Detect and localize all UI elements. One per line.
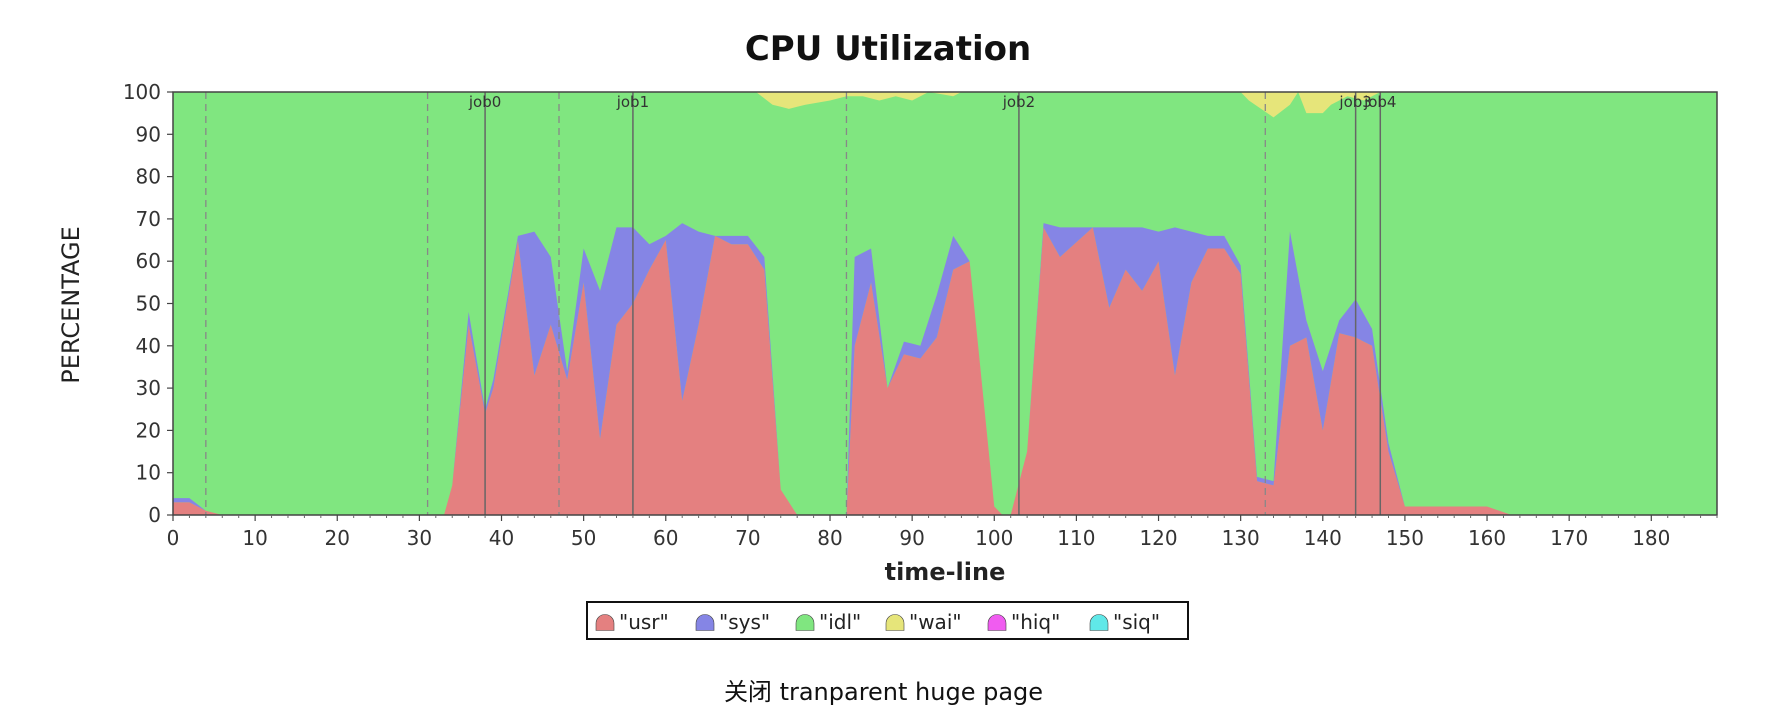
series-wai-area xyxy=(173,92,1717,118)
chart-title: CPU Utilization xyxy=(745,29,1031,69)
x-tick-label-130: 130 xyxy=(1222,526,1260,550)
x-tick-label-50: 50 xyxy=(571,526,596,550)
y-tick-label-100: 100 xyxy=(123,80,161,104)
legend-swatch-usr xyxy=(595,614,615,631)
x-tick-label-20: 20 xyxy=(325,526,350,550)
x-tick-label-60: 60 xyxy=(653,526,678,550)
x-tick-label-120: 120 xyxy=(1139,526,1177,550)
legend-label-wai: "wai" xyxy=(909,610,962,634)
legend-swatch-sys xyxy=(695,614,715,631)
legend-label-siq: "siq" xyxy=(1113,610,1160,634)
legend-swatch-wai xyxy=(885,614,905,631)
x-tick-label-40: 40 xyxy=(489,526,514,550)
x-tick-label-110: 110 xyxy=(1057,526,1095,550)
y-tick-label-0: 0 xyxy=(148,503,161,527)
y-tick-label-80: 80 xyxy=(136,165,161,189)
legend-label-usr: "usr" xyxy=(619,610,669,634)
legend: "usr" "sys" "idl" "wai" "hiq" "siq" xyxy=(586,601,1189,640)
legend-swatch-siq xyxy=(1089,614,1109,631)
legend-swatch-idl xyxy=(795,614,815,631)
y-tick-label-90: 90 xyxy=(136,122,161,146)
series-sys-area xyxy=(173,223,1717,515)
x-tick-label-100: 100 xyxy=(975,526,1013,550)
x-tick-label-30: 30 xyxy=(407,526,432,550)
figure-caption: 关闭 tranparent huge page xyxy=(723,678,1044,706)
y-tick-label-20: 20 xyxy=(136,418,161,442)
x-axis-label: time-line xyxy=(885,558,1006,586)
legend-label-hiq: "hiq" xyxy=(1011,610,1060,634)
legend-label-sys: "sys" xyxy=(719,610,770,634)
legend-swatch-hiq xyxy=(987,614,1007,631)
x-tick-label-80: 80 xyxy=(817,526,842,550)
y-tick-label-60: 60 xyxy=(136,249,161,273)
y-tick-label-30: 30 xyxy=(136,376,161,400)
y-axis-label: PERCENTAGE xyxy=(57,226,85,384)
y-tick-label-10: 10 xyxy=(136,461,161,485)
job-marker-label-job0: job0 xyxy=(468,93,501,111)
job-marker-label-job2: job2 xyxy=(1002,93,1035,111)
y-tick-label-50: 50 xyxy=(136,292,161,316)
job-marker-label-job1: job1 xyxy=(616,93,649,111)
y-tick-label-70: 70 xyxy=(136,207,161,231)
y-tick-label-40: 40 xyxy=(136,334,161,358)
x-tick-label-0: 0 xyxy=(167,526,180,550)
x-axis: 0 10 20 30 40 50 60 70 80 90 100 110 120 130 140 150 160… xyxy=(167,515,1718,550)
job-marker-label-job4: job4 xyxy=(1363,93,1396,111)
y-axis: 0 10 20 30 40 50 60 70 80 90 100 xyxy=(123,80,173,527)
x-tick-label-90: 90 xyxy=(899,526,924,550)
x-tick-label-170: 170 xyxy=(1550,526,1588,550)
x-tick-label-10: 10 xyxy=(242,526,267,550)
x-tick-label-180: 180 xyxy=(1632,526,1670,550)
x-tick-label-160: 160 xyxy=(1468,526,1506,550)
x-tick-label-150: 150 xyxy=(1386,526,1424,550)
x-tick-label-70: 70 xyxy=(735,526,760,550)
job-marker-label-job3: job3 xyxy=(1338,93,1371,111)
legend-label-idl: "idl" xyxy=(819,610,861,634)
x-tick-label-140: 140 xyxy=(1304,526,1342,550)
